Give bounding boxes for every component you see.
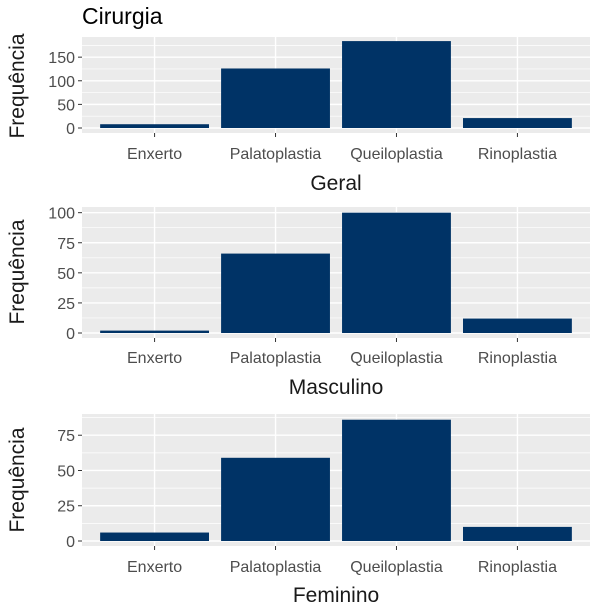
y-tick-label: 150 <box>48 50 75 67</box>
x-axis-label: Feminino <box>293 584 379 605</box>
y-tick-label: 100 <box>48 74 75 91</box>
x-tick-label: Enxerto <box>127 146 182 163</box>
x-tick-label: Rinoplastia <box>478 146 557 163</box>
bar-panel-feminino: 0 25 50 75 Enxerto Palatoplastia Queiloplastia… <box>6 414 590 605</box>
bar-queiloplastia <box>342 41 451 128</box>
x-tick-label: Palatoplastia <box>230 350 322 367</box>
bar-palatoplastia <box>221 253 330 333</box>
y-tick-label: 50 <box>57 97 75 114</box>
y-tick-label: 25 <box>57 499 75 516</box>
panel-background <box>82 414 590 546</box>
bar-palatoplastia <box>221 457 330 541</box>
x-tick-label: Enxerto <box>127 559 182 576</box>
bar-queiloplastia <box>342 212 451 333</box>
y-axis-label: Frequência <box>6 33 29 138</box>
y-tick-label: 25 <box>57 296 75 313</box>
x-tick-label: Palatoplastia <box>230 559 322 576</box>
bar-queiloplastia <box>342 419 451 541</box>
bar-panel-geral: 0 50 100 150 Enxerto Palatoplastia Queiloplast… <box>6 33 590 195</box>
bar-palatoplastia <box>221 68 330 128</box>
y-axis-label: Frequência <box>6 219 29 324</box>
x-axis-label: Masculino <box>289 376 384 399</box>
bar-panel-masculino: 0 25 50 75 100 Enxerto Palatoplastia Queiloplas… <box>6 206 590 399</box>
y-tick-label: 50 <box>57 266 75 283</box>
y-tick-label: 0 <box>66 534 75 551</box>
chart-title: Cirurgia <box>82 3 163 29</box>
y-tick-label: 0 <box>66 326 75 343</box>
x-tick-label: Enxerto <box>127 350 182 367</box>
x-axis-label: Geral <box>310 172 361 195</box>
y-tick-label: 75 <box>57 236 75 253</box>
bar-enxerto <box>100 532 209 541</box>
bar-rinoplastia <box>463 118 572 128</box>
x-tick-label: Queiloplastia <box>350 146 443 163</box>
y-tick-label: 0 <box>66 121 75 138</box>
bar-rinoplastia <box>463 318 572 333</box>
x-tick-label: Queiloplastia <box>350 350 443 367</box>
x-tick-label: Queiloplastia <box>350 559 443 576</box>
y-axis-label: Frequência <box>6 427 29 532</box>
y-tick-label: 100 <box>48 206 75 223</box>
bar-enxerto <box>100 124 209 128</box>
y-tick-label: 75 <box>57 428 75 445</box>
panel-background <box>82 37 590 133</box>
bar-rinoplastia <box>463 526 572 541</box>
x-tick-label: Palatoplastia <box>230 146 322 163</box>
y-tick-label: 50 <box>57 463 75 480</box>
bar-enxerto <box>100 330 209 333</box>
x-tick-label: Rinoplastia <box>478 350 557 367</box>
x-tick-label: Rinoplastia <box>478 559 557 576</box>
